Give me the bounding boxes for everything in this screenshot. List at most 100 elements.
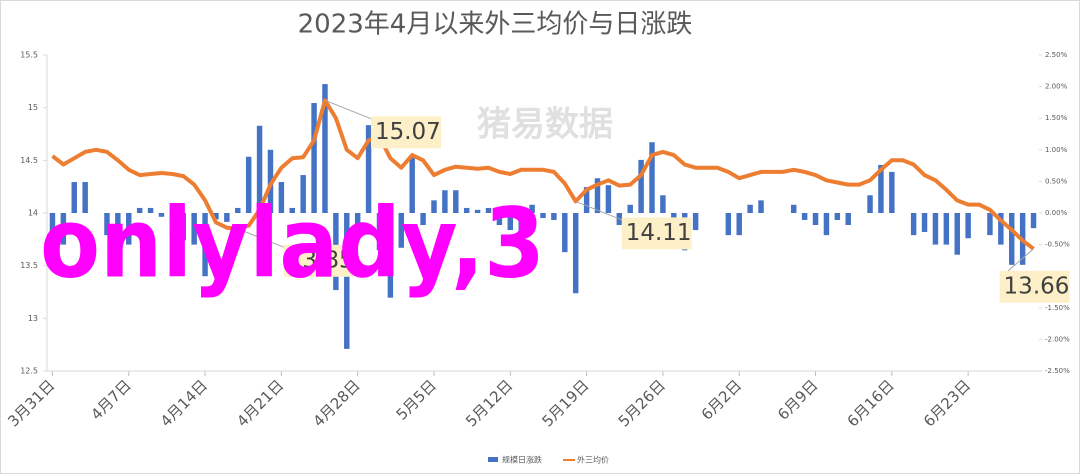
y2-tick-label: 0.00% [1045, 209, 1068, 217]
bar [660, 195, 666, 213]
y2-tick-label: 2.50% [1045, 51, 1068, 59]
data-label-box [283, 244, 354, 277]
data-label: 13.66 [1004, 273, 1070, 299]
bar [354, 213, 361, 231]
leader-line [324, 99, 376, 121]
data-label-box [999, 270, 1070, 303]
bar [322, 84, 328, 214]
y-tick-label: 15 [28, 103, 38, 112]
bar [867, 195, 873, 213]
bar [71, 182, 77, 213]
bar [453, 190, 459, 213]
bar [496, 213, 503, 226]
y-tick-label: 14 [28, 209, 38, 218]
y-tick-label: 12.5 [20, 367, 38, 376]
bar [224, 213, 230, 222]
bar [649, 142, 655, 213]
bar [932, 213, 939, 245]
y2-tick-label: 1.50% [1045, 114, 1068, 122]
leader-line [237, 228, 288, 250]
bar [889, 171, 895, 213]
legend-swatch [488, 457, 498, 462]
bar [736, 213, 742, 236]
y2-tick-label: 0.50% [1045, 177, 1068, 185]
bar [747, 204, 753, 213]
bar [126, 213, 132, 245]
bar [289, 207, 295, 213]
bar [235, 207, 241, 213]
y2-tick-label: -0.50% [1045, 241, 1070, 249]
bar [998, 213, 1004, 245]
bar [245, 156, 252, 213]
bar [954, 213, 960, 255]
y-tick-label: 13 [28, 314, 38, 323]
bar [431, 200, 437, 213]
bar [627, 204, 633, 213]
bar [180, 213, 186, 241]
bar [136, 207, 143, 213]
y-tick-label: 13.5 [20, 261, 38, 270]
data-label: 13.85 [288, 247, 354, 273]
chart-title: 2023年4月以来外三均价与日涨跌 [298, 10, 693, 40]
bar [605, 185, 612, 213]
bar [398, 213, 405, 248]
bar [943, 213, 950, 245]
bar [692, 213, 699, 231]
bar [191, 213, 197, 245]
bar [921, 213, 928, 232]
bar [365, 125, 372, 213]
bar [409, 158, 415, 213]
bar [594, 178, 601, 213]
line [51, 98, 1035, 251]
bar [572, 213, 579, 294]
data-label-box [621, 217, 692, 250]
leader-line [575, 200, 626, 222]
bar [507, 213, 514, 231]
data-label-group: 13.85 [237, 228, 354, 277]
data-label: 14.11 [626, 220, 692, 246]
bar [1009, 213, 1015, 265]
bar [387, 213, 394, 298]
bar [49, 213, 56, 245]
bar [474, 209, 481, 213]
bar [791, 204, 797, 213]
bar [878, 164, 884, 213]
y-tick-label: 14.5 [20, 156, 38, 165]
bar [551, 213, 557, 220]
bar [311, 103, 317, 213]
bar [583, 187, 590, 213]
y2-tick-label: -2.00% [1045, 335, 1070, 343]
bar [987, 213, 993, 236]
bar [823, 213, 830, 236]
bar [529, 204, 535, 213]
bar [638, 159, 644, 213]
leader-line [1003, 248, 1034, 276]
data-label: 15.07 [375, 119, 441, 145]
y-tick-label: 15.5 [20, 51, 38, 60]
bar [965, 213, 971, 239]
legend-label: 规模日涨跌 [502, 455, 542, 465]
bar [834, 213, 841, 220]
bar [278, 182, 285, 213]
bar [845, 213, 851, 226]
bar [562, 213, 568, 253]
watermark: 猪易数据 [477, 105, 613, 145]
bar [213, 213, 219, 220]
bar [485, 207, 492, 213]
y2-tick-label: -2.50% [1045, 367, 1070, 375]
bar [60, 213, 67, 245]
bar [812, 213, 819, 226]
bar [376, 213, 383, 251]
bar [725, 213, 732, 236]
bar [758, 200, 764, 213]
bar [300, 175, 306, 213]
bar [518, 213, 524, 241]
bar [540, 213, 546, 219]
bar [147, 207, 154, 213]
overlay-text: onlylady,3 [40, 187, 545, 299]
bar [344, 213, 350, 349]
data-label-box [370, 116, 441, 149]
bar [82, 182, 88, 213]
bar [910, 213, 917, 236]
